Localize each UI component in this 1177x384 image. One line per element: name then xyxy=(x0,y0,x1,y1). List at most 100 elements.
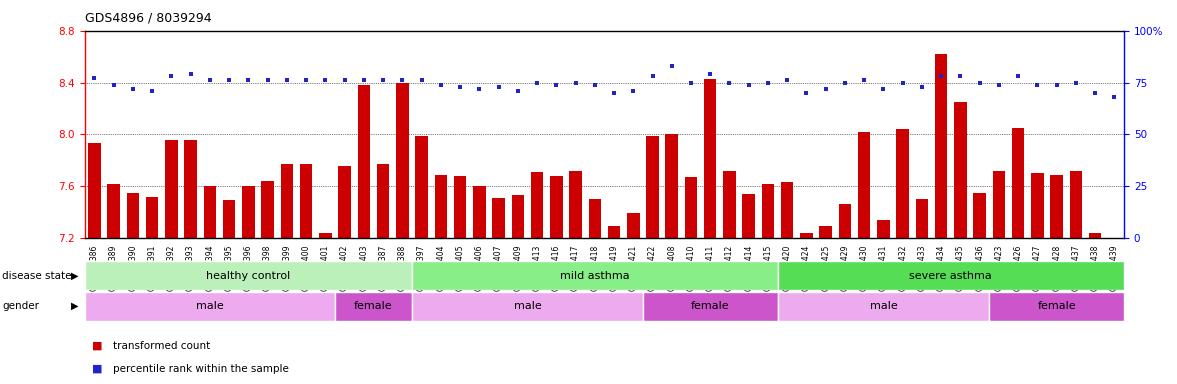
Bar xyxy=(395,83,408,238)
Text: ■: ■ xyxy=(92,341,102,351)
Bar xyxy=(454,176,466,238)
Point xyxy=(432,81,451,88)
Bar xyxy=(127,193,139,238)
Bar xyxy=(762,184,774,238)
Point xyxy=(700,71,719,77)
Text: ▶: ▶ xyxy=(71,270,78,281)
Point xyxy=(912,84,931,90)
Bar xyxy=(607,227,620,238)
Bar xyxy=(358,85,370,238)
Bar xyxy=(1070,170,1082,238)
Point xyxy=(258,78,277,84)
Bar xyxy=(280,164,293,238)
Bar xyxy=(916,199,929,238)
Point xyxy=(566,79,585,86)
Bar xyxy=(1050,175,1063,238)
Text: female: female xyxy=(1037,301,1076,311)
Text: healthy control: healthy control xyxy=(206,270,291,281)
Point xyxy=(739,81,758,88)
Text: severe asthma: severe asthma xyxy=(910,270,992,281)
Point xyxy=(970,79,989,86)
Point xyxy=(527,79,546,86)
Bar xyxy=(665,134,678,238)
Point xyxy=(797,90,816,96)
Bar xyxy=(1089,233,1102,238)
Bar xyxy=(242,186,254,238)
Bar xyxy=(646,136,659,238)
Point xyxy=(508,88,527,94)
Bar xyxy=(990,292,1124,321)
Point xyxy=(605,90,624,96)
Bar xyxy=(570,170,581,238)
Bar xyxy=(85,292,335,321)
Point xyxy=(297,78,315,84)
Point xyxy=(124,86,142,92)
Point xyxy=(875,86,893,92)
Point xyxy=(239,78,258,84)
Bar xyxy=(107,184,120,238)
Bar xyxy=(897,129,909,238)
Bar xyxy=(1012,128,1024,238)
Point xyxy=(951,73,970,79)
Point xyxy=(855,78,873,84)
Point xyxy=(932,73,951,79)
Bar xyxy=(877,220,890,238)
Point xyxy=(681,79,700,86)
Text: GDS4896 / 8039294: GDS4896 / 8039294 xyxy=(85,12,212,25)
Bar xyxy=(955,102,966,238)
Point xyxy=(412,78,431,84)
Point xyxy=(1009,73,1028,79)
Bar xyxy=(778,261,1124,290)
Bar xyxy=(412,261,778,290)
Text: disease state: disease state xyxy=(2,270,72,281)
Text: ■: ■ xyxy=(92,364,102,374)
Text: percentile rank within the sample: percentile rank within the sample xyxy=(113,364,288,374)
Point xyxy=(162,73,181,79)
Bar xyxy=(588,199,601,238)
Bar xyxy=(165,139,178,238)
Point xyxy=(1028,81,1046,88)
Bar xyxy=(1109,238,1121,241)
Point xyxy=(836,79,855,86)
Point xyxy=(105,81,124,88)
Point xyxy=(354,78,373,84)
Bar xyxy=(704,79,717,238)
Bar xyxy=(185,139,197,238)
Point xyxy=(1066,79,1085,86)
Bar xyxy=(743,194,754,238)
Bar xyxy=(261,181,274,238)
Bar xyxy=(319,233,332,238)
Bar xyxy=(300,164,312,238)
Point xyxy=(643,73,661,79)
Bar xyxy=(858,132,871,238)
Point xyxy=(200,78,219,84)
Bar xyxy=(531,172,544,238)
Text: mild asthma: mild asthma xyxy=(560,270,630,281)
Bar xyxy=(819,227,832,238)
Text: male: male xyxy=(513,301,541,311)
Point xyxy=(547,81,566,88)
Bar xyxy=(643,292,778,321)
Bar xyxy=(492,198,505,238)
Point xyxy=(1105,94,1124,100)
Bar xyxy=(550,176,563,238)
Bar xyxy=(512,195,524,238)
Point xyxy=(85,75,104,81)
Bar xyxy=(222,200,235,238)
Bar xyxy=(88,144,100,238)
Point xyxy=(1048,81,1066,88)
Point xyxy=(373,78,392,84)
Point xyxy=(585,81,604,88)
Bar xyxy=(85,261,412,290)
Bar xyxy=(338,166,351,238)
Bar xyxy=(800,233,813,238)
Bar xyxy=(992,170,1005,238)
Bar xyxy=(204,186,217,238)
Bar xyxy=(935,54,947,238)
Point xyxy=(758,79,777,86)
Bar xyxy=(839,204,851,238)
Point xyxy=(470,86,488,92)
Point xyxy=(720,79,739,86)
Point xyxy=(990,81,1009,88)
Text: gender: gender xyxy=(2,301,39,311)
